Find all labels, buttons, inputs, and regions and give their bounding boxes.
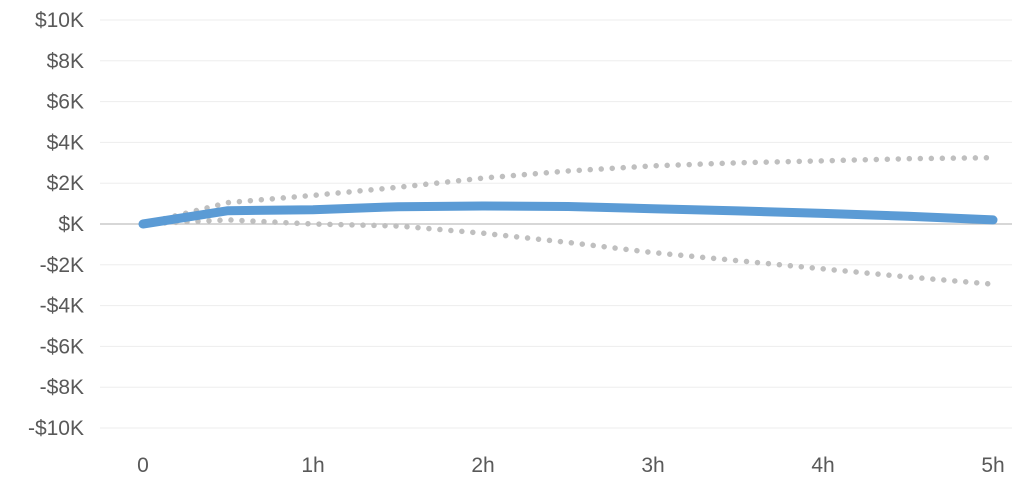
y-tick-label: $8K	[47, 50, 84, 73]
series-line-bound-2	[140, 217, 996, 287]
y-tick-label: $6K	[47, 91, 84, 114]
y-axis-tick-labels: $10K $8K $6K $4K $2K $K -$2K -$4K -$6K -$8K -$10K	[28, 9, 84, 440]
y-tick-label: -$4K	[40, 295, 84, 318]
y-tick-label: $2K	[47, 172, 84, 195]
x-tick-label: 0	[137, 454, 149, 477]
y-tick-label: -$6K	[40, 335, 84, 358]
x-tick-label: 2h	[471, 454, 494, 477]
x-tick-label: 1h	[301, 454, 324, 477]
series-line-main	[138, 201, 998, 229]
x-tick-label: 5h	[981, 454, 1004, 477]
y-tick-label: $K	[58, 213, 84, 236]
x-tick-label: 3h	[641, 454, 664, 477]
y-tick-label: -$2K	[40, 254, 84, 277]
y-tick-label: -$10K	[28, 417, 84, 440]
y-tick-label: -$8K	[40, 376, 84, 399]
gridlines	[100, 19, 1012, 429]
series-group	[138, 154, 998, 287]
x-tick-label: 4h	[811, 454, 834, 477]
series-line-bound-1	[140, 154, 996, 227]
x-axis-tick-labels: 0 1h 2h 3h 4h 5h	[137, 454, 1005, 477]
y-tick-label: $4K	[47, 131, 84, 154]
y-tick-label: $10K	[35, 9, 84, 32]
